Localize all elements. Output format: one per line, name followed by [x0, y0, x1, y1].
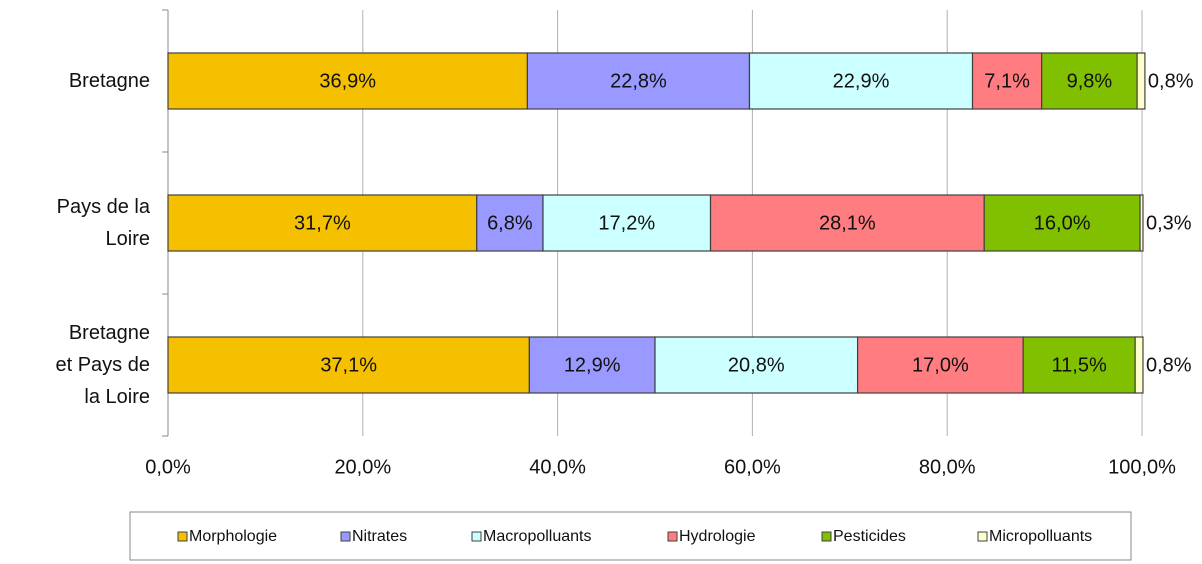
x-tick-label: 80,0% — [919, 456, 976, 478]
value-label: 31,7% — [294, 212, 351, 234]
legend-box — [129, 511, 1132, 561]
legend-label: Pesticides — [833, 528, 906, 545]
value-label: 7,1% — [984, 70, 1030, 92]
bar-segment — [476, 194, 544, 252]
legend-label: Macropolluants — [483, 528, 592, 545]
bar-segment — [1134, 336, 1144, 394]
value-label: 17,2% — [598, 212, 655, 234]
bar-segment — [748, 52, 974, 110]
x-tick-label: 20,0% — [334, 456, 391, 478]
bar-segment — [856, 336, 1024, 394]
value-label: 16,0% — [1034, 212, 1091, 234]
bar-segment — [1136, 52, 1146, 110]
bar-segment — [526, 52, 751, 110]
bar-segment — [654, 336, 859, 394]
value-label: 9,8% — [1067, 70, 1113, 92]
legend-swatch — [977, 531, 988, 542]
value-label: 36,9% — [319, 70, 376, 92]
value-label: 11,5% — [1052, 354, 1107, 376]
bar-segment — [1139, 194, 1144, 252]
value-label: 0,3% — [1146, 212, 1192, 234]
x-tick-label: 100,0% — [1108, 456, 1176, 478]
value-label: 22,9% — [833, 70, 890, 92]
bar-segment — [983, 194, 1141, 252]
bar-segment — [167, 52, 529, 110]
category-label: Bretagne — [68, 70, 150, 92]
value-label: 22,8% — [610, 70, 667, 92]
legend-swatch — [340, 531, 351, 542]
value-label: 0,8% — [1146, 354, 1192, 376]
x-tick-label: 40,0% — [529, 456, 586, 478]
x-tick-label: 60,0% — [724, 456, 781, 478]
legend-label: Hydrologie — [679, 528, 756, 545]
legend-label: Morphologie — [189, 528, 277, 545]
legend-swatch — [471, 531, 482, 542]
bar-segment — [528, 336, 656, 394]
bar-segment — [971, 52, 1043, 110]
category-label: Bretagne et Pays de la Loire — [55, 322, 150, 408]
bar-segment — [709, 194, 985, 252]
value-label: 28,1% — [819, 212, 876, 234]
bar-segment — [1041, 52, 1138, 110]
value-label: 12,9% — [564, 354, 621, 376]
x-tick-label: 0,0% — [145, 456, 191, 478]
bar-segment — [167, 336, 530, 394]
bar-segment — [167, 194, 478, 252]
legend-swatch — [177, 531, 188, 542]
value-label: 17,0% — [912, 354, 969, 376]
value-label: 37,1% — [320, 354, 377, 376]
value-label: 6,8% — [487, 212, 533, 234]
value-label: 20,8% — [728, 354, 785, 376]
legend-swatch — [821, 531, 832, 542]
value-label: 0,8% — [1148, 70, 1194, 92]
category-label: Pays de la Loire — [56, 196, 150, 250]
legend-label: Nitrates — [352, 528, 407, 545]
legend-swatch — [667, 531, 678, 542]
bar-segment — [1022, 336, 1136, 394]
legend-label: Micropolluants — [989, 528, 1092, 545]
